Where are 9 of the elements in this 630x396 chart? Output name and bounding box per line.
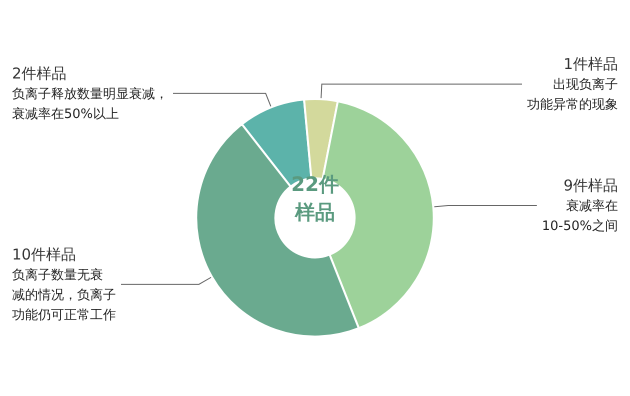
data-label: 2件样品 bbox=[12, 64, 67, 82]
data-label: 9件样品 bbox=[563, 176, 618, 195]
slice-label: 衰减率在10-50%之间 bbox=[542, 198, 618, 234]
slice-label: 负离子数量无衰减的情况，负离子功能仍可正常工作 bbox=[12, 266, 116, 323]
data-label: 1件样品 bbox=[563, 55, 618, 74]
slice-label: 负离子释放数量明显衰减，衰减率在50%以上 bbox=[12, 86, 168, 122]
text: 22件样品 bbox=[291, 172, 339, 224]
data-label: 10件样品 bbox=[12, 245, 76, 264]
slice-label: 出现负离子功能异常的现象 bbox=[527, 76, 618, 113]
